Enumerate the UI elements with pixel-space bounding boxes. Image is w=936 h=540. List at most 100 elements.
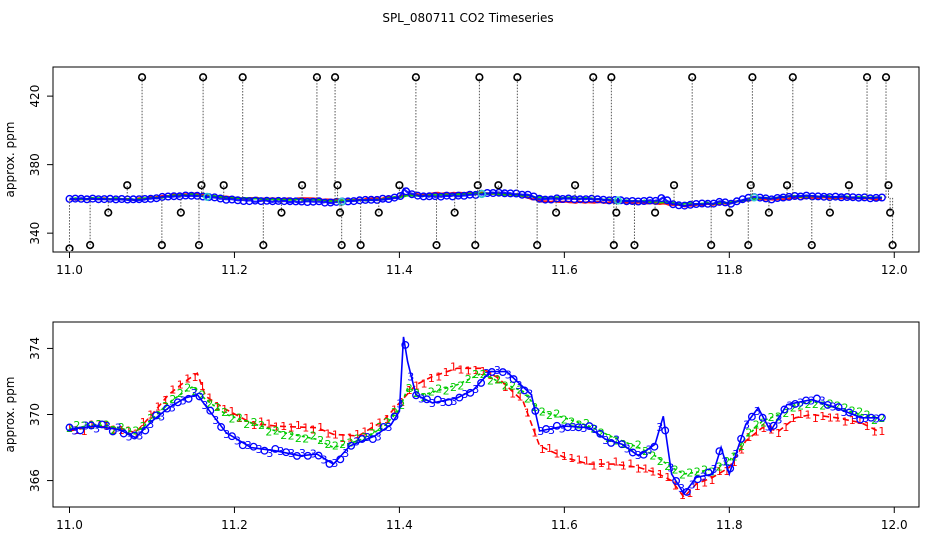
series-2-glyph: 2 (206, 398, 213, 411)
spike-marker (884, 181, 893, 190)
series-3-marker (454, 191, 463, 200)
spike-marker (356, 241, 365, 250)
series-3-marker (129, 195, 138, 204)
series-3-marker (574, 423, 583, 432)
spike-marker (219, 181, 228, 190)
spike-marker (825, 208, 835, 217)
series-1-glyph: 1 (494, 373, 501, 386)
series-3-marker (563, 423, 572, 432)
series-3-glyph: 3 (516, 379, 523, 392)
series-3-glyph: 3 (494, 364, 501, 377)
spike-marker (881, 73, 891, 82)
series-1-glyph: 1 (273, 421, 280, 434)
spike-marker (475, 73, 484, 82)
series-3-marker (661, 426, 670, 435)
series-3-marker (682, 487, 691, 496)
series-3-marker (848, 193, 857, 202)
series-3-marker (233, 196, 242, 205)
spike-marker (570, 181, 580, 190)
series-3-marker (158, 192, 167, 201)
series-1-glyph: 1 (140, 416, 147, 429)
series-3-glyph: 3 (266, 447, 273, 460)
series-3-marker (640, 196, 649, 205)
series-1-glyph: 1 (576, 454, 583, 467)
spike-marker (333, 181, 342, 190)
series-3-marker (769, 421, 778, 430)
y-axis-label: approx. ppm (3, 377, 17, 453)
spike-marker (176, 208, 185, 217)
series-1-glyph: 1 (288, 422, 295, 435)
series-2-glyph: 2 (169, 393, 176, 406)
series-3-glyph: 3 (71, 424, 78, 437)
spike-marker (669, 181, 679, 190)
series-1-glyph: 1 (731, 456, 738, 469)
series-3-glyph: 3 (797, 397, 804, 410)
series-2-glyph: 2 (413, 387, 420, 400)
series-1-glyph: 1 (361, 425, 368, 438)
series-2-glyph: 2 (716, 461, 723, 474)
series-1-glyph: 1 (177, 378, 184, 391)
series-2-glyph: 2 (649, 450, 656, 463)
series-2-glyph: 2 (745, 426, 752, 439)
series-3-marker (509, 375, 518, 384)
series-3-glyph: 3 (364, 431, 371, 444)
series-3-marker (628, 448, 637, 457)
spike-marker (432, 241, 441, 250)
series-3-marker (412, 391, 421, 400)
series-2-glyph: 2 (147, 412, 154, 425)
series-3-glyph: 3 (256, 443, 263, 456)
series-3-glyph: 3 (711, 463, 718, 476)
series-3-marker (500, 189, 509, 198)
spike-marker (630, 241, 639, 250)
series-2-glyph: 2 (605, 432, 612, 445)
series-3-marker (286, 197, 295, 206)
series-1-glyph: 1 (502, 381, 509, 394)
series-3-marker (117, 194, 126, 203)
series-2-glyph: 2 (369, 427, 376, 440)
series-3-glyph: 3 (126, 430, 133, 443)
series-2-glyph: 2 (738, 440, 745, 453)
series-2-glyph: 2 (627, 441, 634, 454)
series-1-glyph: 1 (782, 421, 789, 434)
series-2-glyph: 2 (398, 399, 405, 412)
series-1-glyph: 1 (775, 427, 782, 440)
series-2-glyph: 2 (140, 420, 147, 433)
series-2-glyph: 2 (288, 430, 295, 443)
series-3-glyph: 3 (158, 410, 165, 423)
series-1-glyph: 1 (745, 431, 752, 444)
series-3-marker (251, 196, 260, 205)
series-3-marker (674, 201, 683, 210)
series-1-glyph: 1 (310, 424, 317, 437)
series-2-glyph: 2 (354, 433, 361, 446)
series-3-marker (396, 191, 405, 200)
series-3-marker (634, 197, 643, 206)
series-3-marker (744, 193, 753, 202)
series-3-marker (239, 196, 248, 205)
series-2-glyph: 2 (103, 418, 110, 431)
spike-marker (411, 73, 420, 82)
series-1-glyph: 1 (672, 479, 679, 492)
series-2-glyph: 2 (812, 398, 819, 411)
series-2-glyph: 2 (273, 424, 280, 437)
y-tick-label: 380 (28, 153, 42, 176)
series-3-glyph: 3 (548, 424, 555, 437)
series-3-marker (581, 195, 590, 204)
chart-title: SPL_080711 CO2 Timeseries (382, 11, 553, 25)
spike-marker (494, 181, 503, 190)
series-2-glyph: 2 (310, 430, 317, 443)
spike-marker (607, 73, 616, 82)
series-3-marker (332, 197, 341, 206)
series-2-glyph: 2 (443, 384, 450, 397)
series-3-marker (336, 455, 345, 464)
series-1-glyph: 1 (590, 460, 597, 473)
series-2-glyph: 2 (834, 400, 841, 413)
spike-marker (337, 241, 346, 250)
series-3-marker (854, 193, 863, 202)
series-1-glyph: 1 (871, 426, 878, 439)
series-3-glyph: 3 (288, 447, 295, 460)
spike-marker (450, 208, 459, 217)
series-2-glyph: 2 (280, 429, 287, 442)
series-3-marker (206, 406, 215, 415)
series-3-marker (672, 476, 681, 485)
series-3-line (69, 336, 878, 496)
